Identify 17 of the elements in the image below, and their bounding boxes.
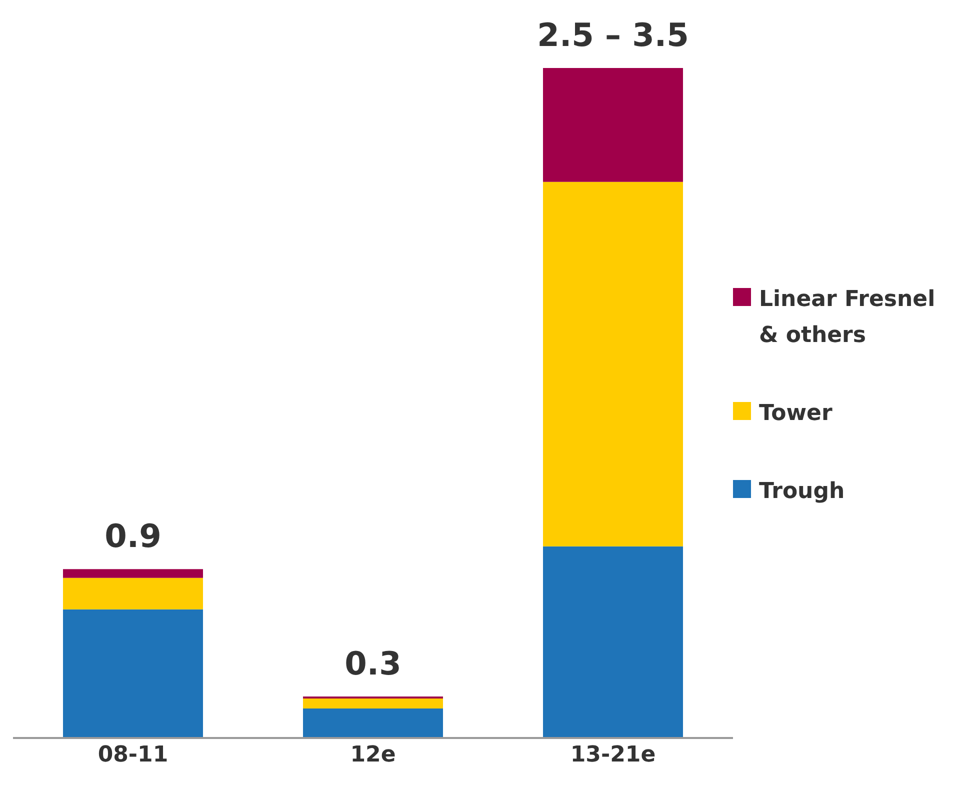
bar — [543, 68, 683, 182]
x-tick-label: 12e — [350, 742, 396, 768]
annotation: 0.9 — [104, 517, 162, 556]
bar — [543, 182, 683, 546]
annotation: 0.3 — [344, 644, 402, 682]
legend-label: Tower — [759, 400, 832, 428]
bar — [543, 546, 683, 738]
bar — [303, 698, 443, 709]
legend-label: Trough — [759, 478, 845, 506]
annotation: 2.5 – 3.5 — [537, 16, 689, 54]
bar — [63, 569, 203, 578]
x-tick-label: 08-11 — [98, 742, 168, 768]
x-tick-label: 13-21e — [570, 742, 656, 768]
bar — [303, 708, 443, 738]
legend-label: Linear Fresnel & others — [759, 286, 936, 350]
bar — [63, 609, 203, 738]
bar — [63, 578, 203, 610]
